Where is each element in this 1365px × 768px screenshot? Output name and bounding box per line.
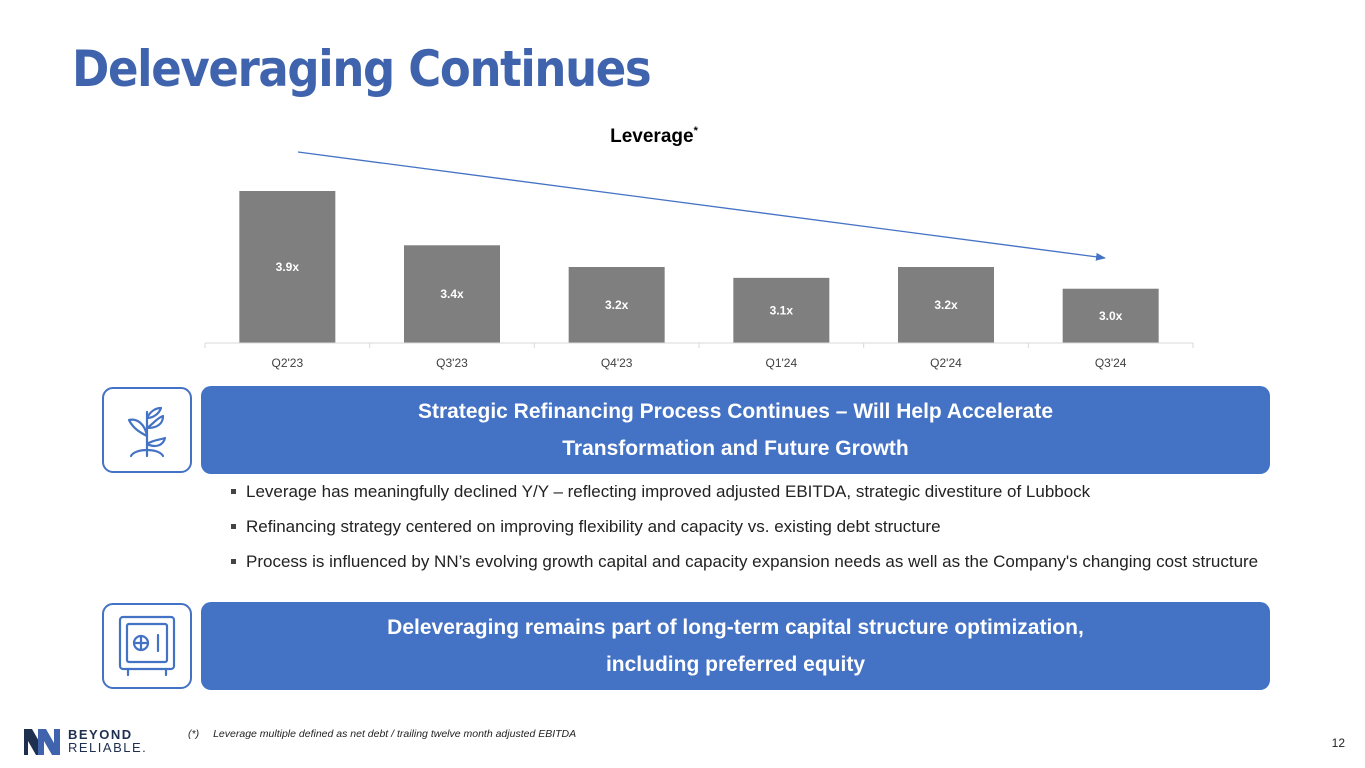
logo-line2: RELIABLE. <box>68 740 148 755</box>
bar-data-label: 3.4x <box>440 287 464 301</box>
refinancing-title-line2: Transformation and Future Growth <box>562 437 909 460</box>
page-number: 12 <box>1331 736 1345 750</box>
x-tick-label: Q1'24 <box>766 356 798 370</box>
bar-data-label: 3.1x <box>770 303 794 317</box>
footnote-mark: (*) <box>188 728 200 740</box>
bar-Q324 <box>1062 288 1159 343</box>
bar-data-label: 3.2x <box>934 298 958 312</box>
bar-data-label: 3.2x <box>605 298 629 312</box>
deleveraging-title-line2: including preferred equity <box>605 653 866 676</box>
safe-vault-icon <box>102 603 192 689</box>
page-title: Deleveraging Continues <box>72 40 652 98</box>
bar-Q224 <box>898 267 994 343</box>
bar-Q423 <box>568 267 665 343</box>
x-tick-label: Q3'24 <box>1095 356 1127 370</box>
plant-sprout-icon <box>102 387 192 473</box>
bar-data-label: 3.0x <box>1099 309 1123 323</box>
refinancing-bullets: Leverage has meaningfully declined Y/Y –… <box>230 478 1260 583</box>
x-tick-label: Q2'23 <box>272 356 304 370</box>
bar-data-label: 3.9x <box>276 260 300 274</box>
footnote-text: Leverage multiple defined as net debt / … <box>213 728 577 740</box>
bar-Q323 <box>404 245 500 343</box>
leverage-chart: Leverage* 3.9x 3.4x 3.2x 3.1x 3.2x 3.0x Q2'23… <box>204 125 1194 370</box>
bullet-item: Process is influenced by NN’s evolving g… <box>230 548 1260 575</box>
chart-title: Leverage* <box>610 125 698 147</box>
x-tick-label: Q4'23 <box>601 356 633 370</box>
x-tick-label: Q2'24 <box>930 356 962 370</box>
refinancing-banner: Strategic Refinancing Process Continues … <box>201 386 1270 474</box>
bar-Q223 <box>239 191 336 343</box>
x-tick-label: Q3'23 <box>436 356 468 370</box>
deleveraging-title-line1: Deleveraging remains part of long-term c… <box>387 616 1084 639</box>
bullet-item: Leverage has meaningfully declined Y/Y –… <box>230 478 1260 505</box>
logo-line1: BEYOND <box>68 727 133 742</box>
refinancing-title-line1: Strategic Refinancing Process Continues … <box>417 400 1054 423</box>
bullet-item: Refinancing strategy centered on improvi… <box>230 513 1260 540</box>
deleveraging-banner: Deleveraging remains part of long-term c… <box>201 602 1270 690</box>
nn-logo-icon <box>24 729 60 755</box>
bar-Q124 <box>733 277 830 343</box>
company-logo: BEYOND RELIABLE. <box>22 725 147 757</box>
trend-arrow <box>297 151 1106 261</box>
footnote: (*) Leverage multiple defined as net debt… <box>188 728 576 740</box>
